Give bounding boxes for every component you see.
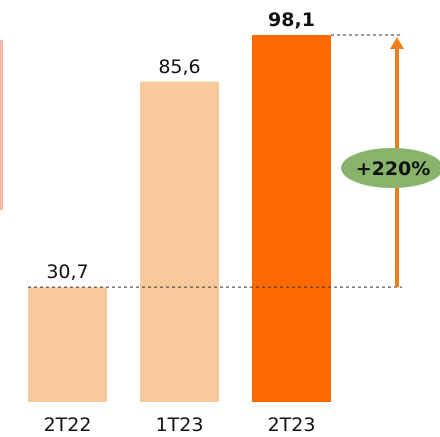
labels-layer: 30,7 85,6 98,1 (46, 9, 315, 283)
bar-1t23 (140, 81, 219, 403)
x-tick-label-2t22: 2T22 (44, 414, 92, 432)
left-edge-accent (0, 40, 3, 210)
growth-annotation: +220% (341, 37, 440, 288)
bars-layer (28, 35, 331, 403)
guides-layer (28, 34, 402, 288)
value-label-2t22: 30,7 (46, 261, 88, 283)
growth-badge (341, 148, 440, 188)
x-axis-tick-labels: 2T22 1T23 2T23 (44, 414, 316, 436)
x-tick-label-1t23: 1T23 (156, 414, 204, 432)
value-label-2t23: 98,1 (268, 9, 315, 31)
growth-label: +220% (356, 158, 431, 180)
x-tick-label-2t23: 2T23 (268, 414, 316, 432)
value-label-1t23: 85,6 (158, 56, 200, 78)
bar-2t22 (28, 287, 107, 402)
growth-arrow-head (390, 37, 404, 49)
bar-2t23 (252, 35, 331, 402)
